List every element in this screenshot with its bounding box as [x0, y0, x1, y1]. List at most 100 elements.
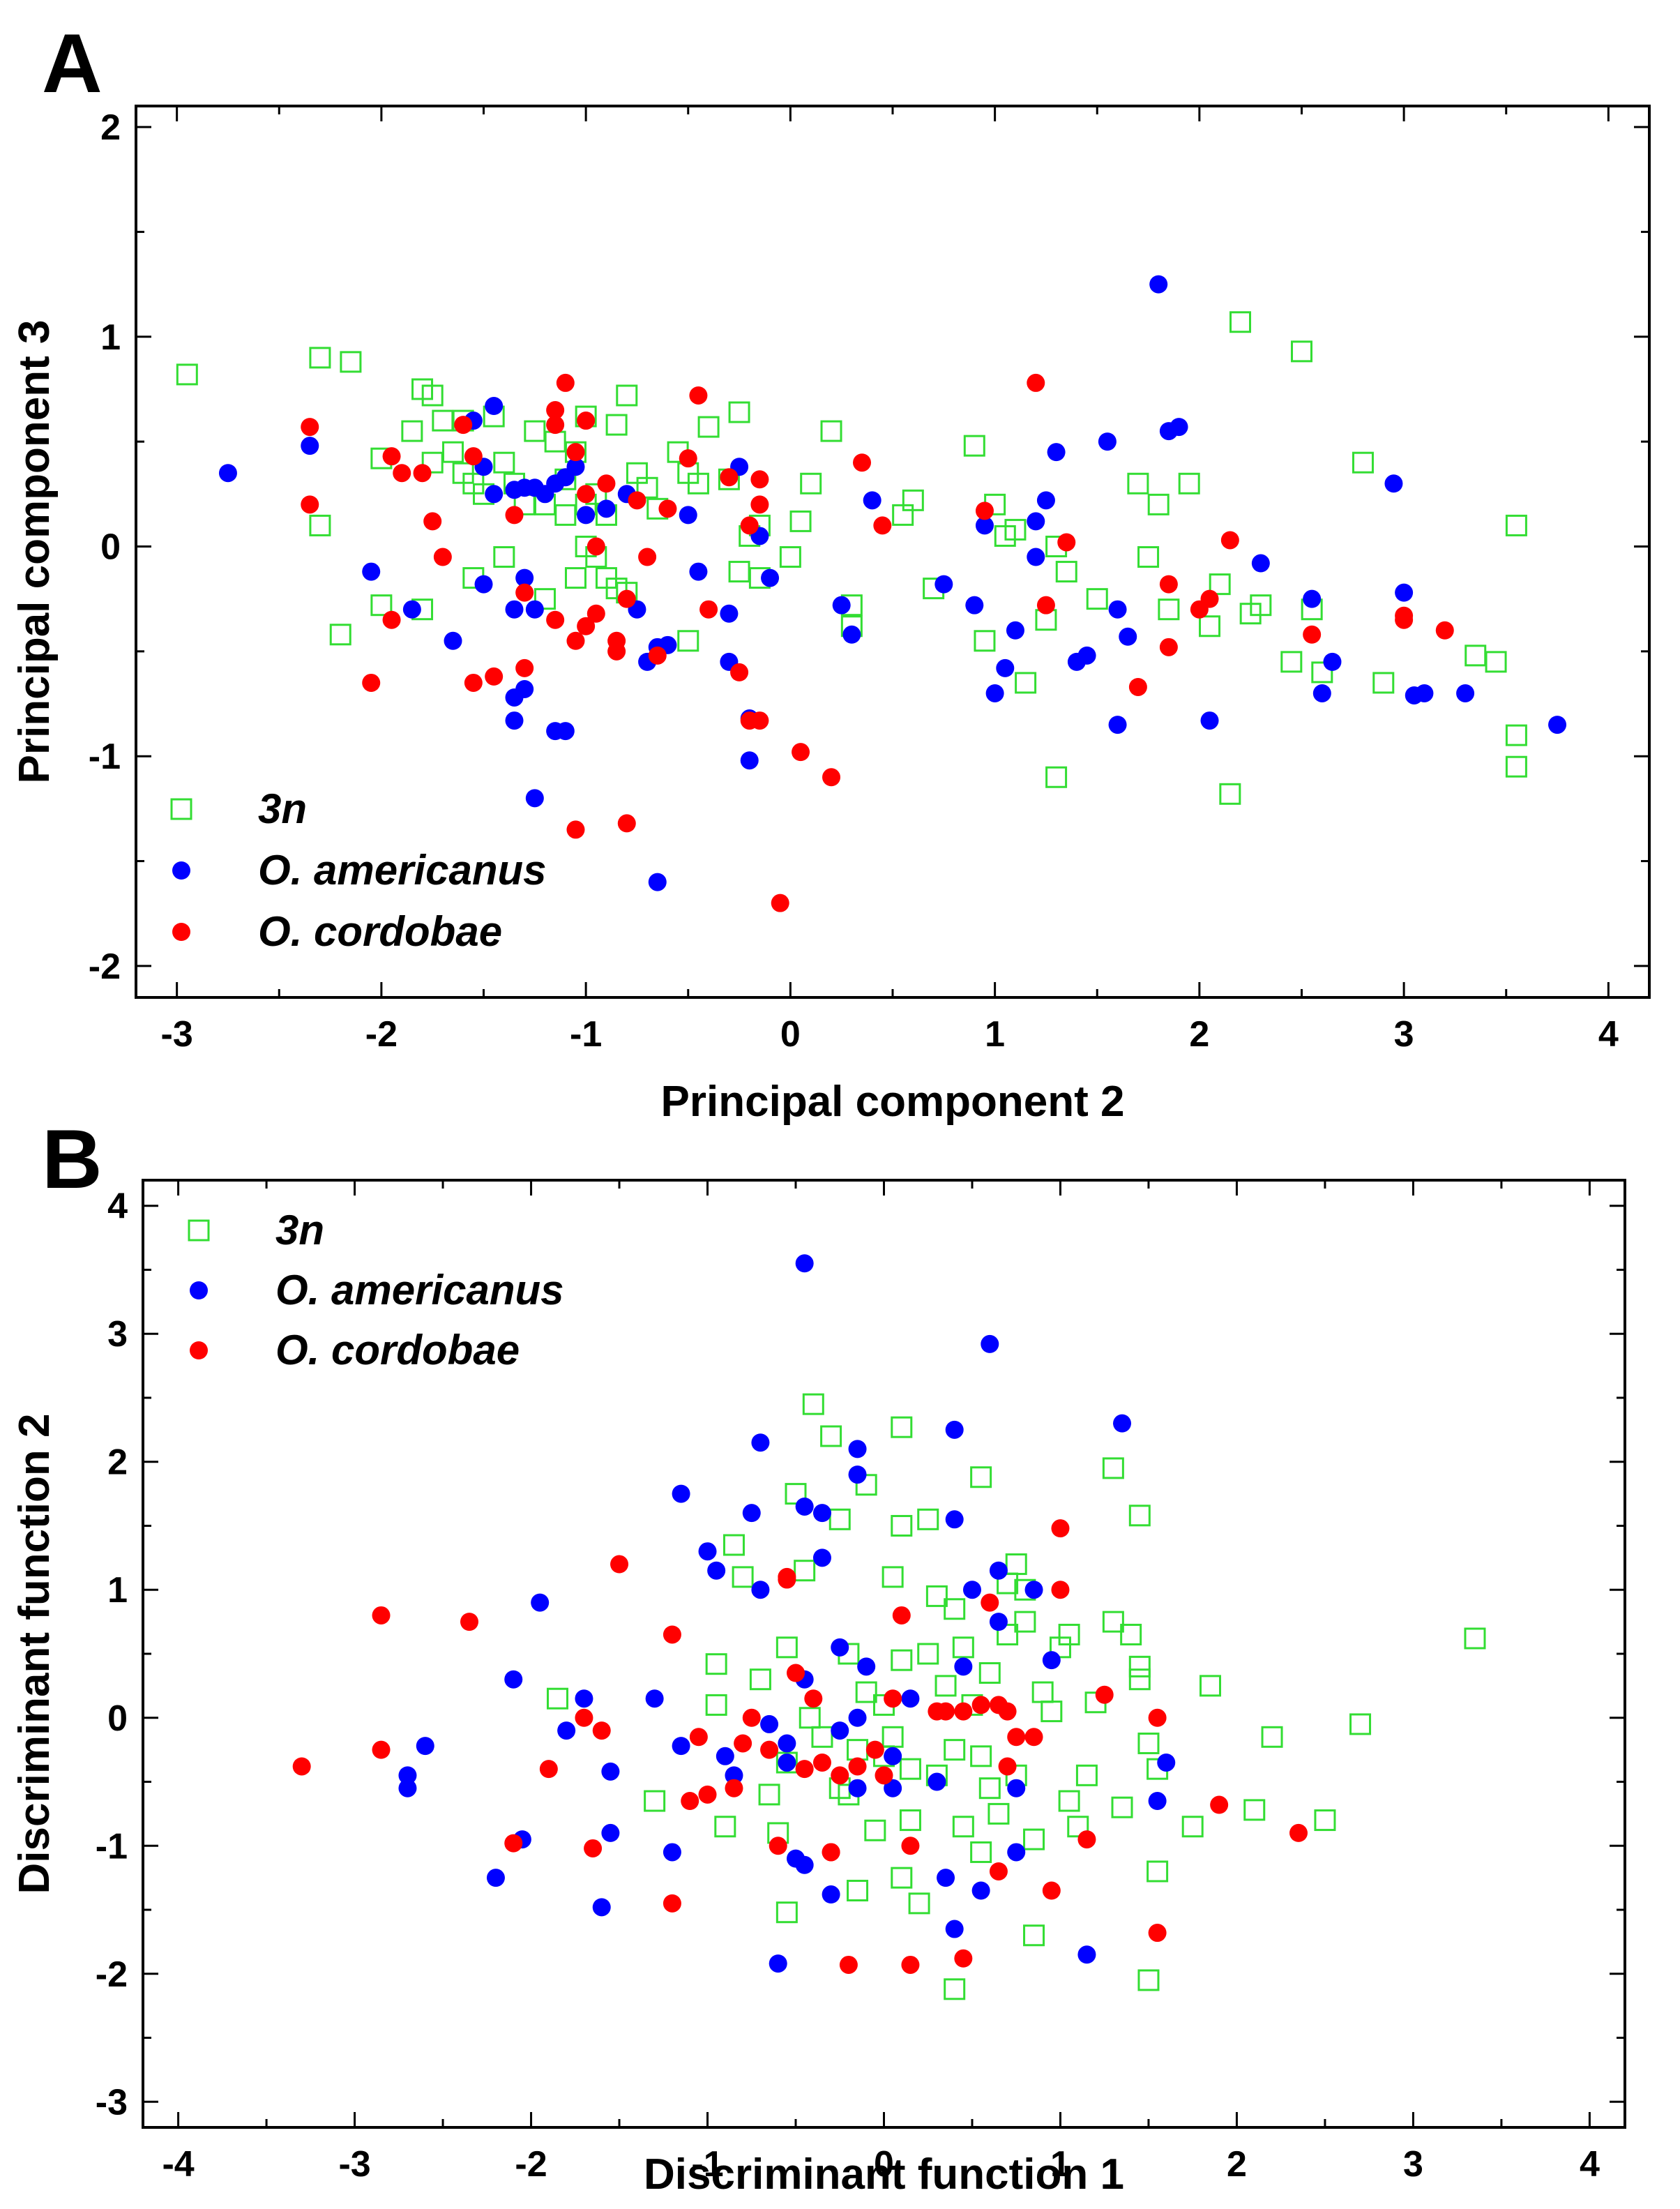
data-point-3n-a — [309, 514, 331, 536]
data-point-o-cordobae-a — [505, 506, 524, 525]
y-tick-label-a: -2 — [89, 947, 121, 987]
data-point-o-cordobae-a — [617, 814, 636, 833]
x-tick-label-a: 2 — [1189, 1014, 1209, 1055]
data-point-o-cordobae-a — [587, 537, 605, 556]
data-point-3n-b — [794, 1560, 816, 1582]
data-point-3n-b — [899, 1809, 921, 1832]
data-point-3n-b — [820, 1425, 842, 1447]
data-point-3n-b — [847, 1880, 869, 1901]
data-point-o-cordobae-b — [769, 1837, 787, 1855]
data-point-o-americanus-a — [996, 658, 1015, 677]
data-point-o-americanus-b — [601, 1762, 620, 1781]
y-tick-label-b: -3 — [96, 2082, 128, 2123]
data-point-o-americanus-b — [1024, 1581, 1043, 1599]
x-tick-label-b: 4 — [1580, 2144, 1600, 2185]
data-point-o-cordobae-b — [1077, 1830, 1096, 1849]
legend-marker-o-americanus-b — [190, 1281, 208, 1299]
data-point-o-americanus-b — [901, 1689, 920, 1708]
data-point-o-cordobae-b — [460, 1613, 479, 1631]
data-point-o-americanus-b — [504, 1670, 523, 1689]
y-tick-label-b: 2 — [107, 1442, 128, 1483]
data-point-o-americanus-b — [698, 1542, 717, 1561]
data-point-3n-a — [309, 347, 331, 369]
data-point-o-cordobae-a — [485, 667, 504, 686]
data-point-o-cordobae-b — [787, 1664, 805, 1682]
data-point-3n-b — [944, 1598, 966, 1620]
data-point-o-cordobae-b — [592, 1721, 611, 1740]
legend-marker-o-cordobae-a — [172, 923, 190, 941]
data-point-o-americanus-a — [556, 722, 575, 741]
data-point-o-americanus-b — [928, 1772, 946, 1791]
data-point-3n-b — [970, 1466, 992, 1488]
data-point-o-cordobae-b — [971, 1696, 990, 1714]
data-point-3n-a — [421, 451, 444, 474]
data-point-3n-b — [1040, 1701, 1063, 1723]
data-point-3n-a — [1485, 651, 1507, 673]
data-point-3n-b — [997, 1572, 1019, 1594]
data-point-o-cordobae-b — [760, 1740, 779, 1759]
x-axis-title-b: Discriminant function 1 — [644, 2150, 1124, 2199]
data-point-o-cordobae-b — [1289, 1823, 1308, 1842]
data-point-o-cordobae-b — [812, 1753, 831, 1772]
legend-label-3n-a: 3n — [258, 785, 307, 832]
data-point-3n-a — [1505, 755, 1527, 778]
data-point-o-americanus-b — [672, 1484, 690, 1503]
legend-marker-3n-b — [188, 1219, 210, 1242]
data-point-3n-b — [775, 1636, 798, 1659]
x-tick-label-a: 4 — [1598, 1014, 1619, 1055]
data-point-o-cordobae-a — [566, 443, 585, 462]
data-point-3n-b — [891, 1867, 913, 1889]
data-point-o-americanus-b — [884, 1779, 902, 1797]
data-point-3n-a — [493, 451, 515, 474]
data-point-3n-a — [902, 489, 924, 511]
x-tick-label-a: 3 — [1394, 1014, 1414, 1055]
data-point-o-cordobae-a — [577, 412, 596, 430]
data-point-3n-a — [176, 363, 198, 386]
data-point-o-cordobae-b — [989, 1862, 1008, 1880]
data-point-o-americanus-b — [1042, 1651, 1061, 1670]
data-point-3n-a — [564, 567, 587, 589]
legend-label-o-americanus-b: O. americanus — [275, 1267, 564, 1313]
data-point-3n-a — [1352, 451, 1374, 474]
data-point-3n-b — [847, 1739, 869, 1761]
data-point-3n-a — [1199, 615, 1221, 638]
data-point-o-cordobae-b — [848, 1757, 867, 1776]
data-point-o-cordobae-a — [423, 512, 442, 531]
data-point-o-americanus-b — [751, 1433, 770, 1452]
data-point-o-americanus-a — [597, 499, 616, 518]
data-point-o-cordobae-a — [433, 548, 452, 566]
data-point-3n-b — [1261, 1726, 1283, 1748]
data-point-3n-b — [1067, 1816, 1089, 1838]
data-point-o-americanus-a — [515, 568, 534, 587]
y-tick-label-a: 0 — [100, 527, 121, 567]
x-tick-label-b: 2 — [1227, 2144, 1247, 2185]
data-point-3n-b — [1058, 1623, 1080, 1645]
data-point-o-cordobae-a — [1159, 638, 1178, 656]
data-point-3n-a — [1209, 573, 1231, 596]
data-point-o-americanus-a — [218, 464, 237, 483]
data-point-o-americanus-b — [398, 1779, 417, 1797]
data-point-o-cordobae-b — [1051, 1581, 1070, 1599]
data-point-o-americanus-a — [525, 789, 544, 808]
data-point-o-americanus-b — [962, 1581, 981, 1599]
data-point-3n-a — [1250, 594, 1272, 617]
data-point-3n-a — [544, 430, 566, 453]
data-point-3n-b — [1314, 1809, 1336, 1832]
data-point-3n-b — [1120, 1623, 1142, 1645]
data-point-3n-b — [891, 1514, 913, 1537]
data-point-3n-b — [705, 1653, 727, 1675]
y-tick-label-b: 4 — [107, 1186, 128, 1227]
chart-b: -4 -3 -2 -1 0 1 2 3 4 -3 -2 -1 0 1 2 3 4 Discriminant fun… — [10, 1179, 1626, 2199]
legend-label-o-cordobae-b: O. cordobae — [275, 1327, 520, 1373]
data-point-o-americanus-a — [648, 873, 667, 891]
data-point-3n-a — [533, 588, 556, 610]
x-tick-label-b: -3 — [338, 2144, 370, 2185]
data-point-o-americanus-a — [1047, 443, 1066, 462]
data-point-o-americanus-b — [848, 1465, 867, 1484]
data-point-o-cordobae-a — [607, 631, 626, 650]
data-point-o-cordobae-b — [1148, 1708, 1167, 1727]
data-point-o-cordobae-b — [1210, 1795, 1229, 1814]
data-point-o-americanus-b — [1007, 1779, 1026, 1797]
data-point-o-americanus-b — [486, 1869, 505, 1887]
plot-frame-b — [142, 1179, 1626, 2129]
